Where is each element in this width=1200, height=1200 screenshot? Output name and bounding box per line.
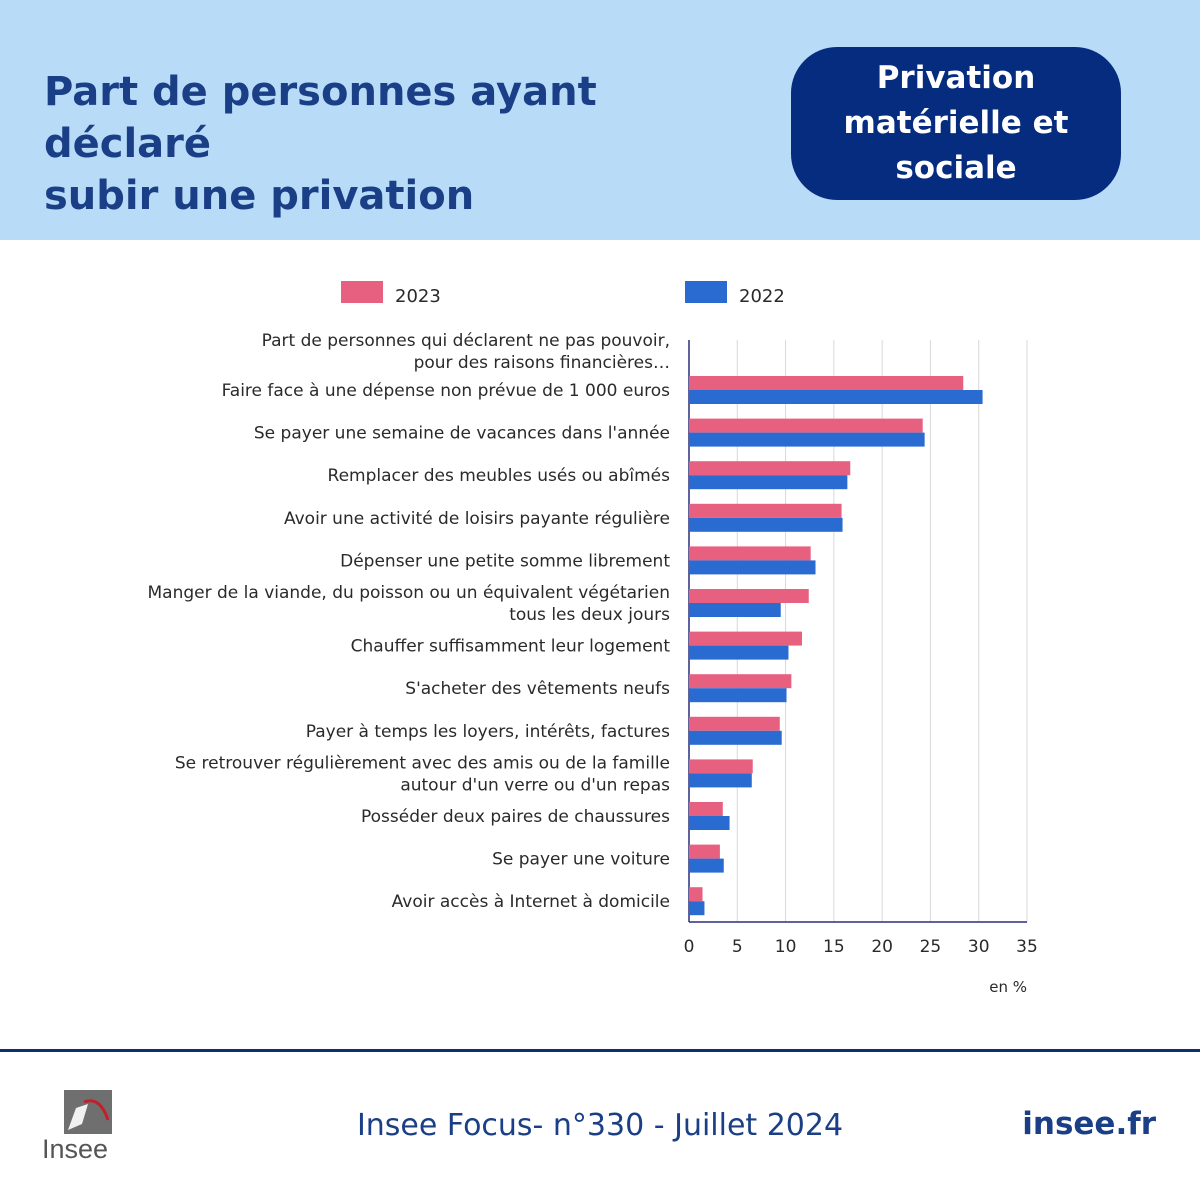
bar-2023-9 [689, 759, 753, 774]
header-banner: Part de personnes ayant déclaré subir un… [0, 0, 1200, 240]
bar-2022-8 [689, 730, 782, 745]
bar-2022-9 [689, 773, 752, 788]
bar-2023-0 [689, 376, 964, 390]
category-label-5-line-1: Manger de la viande, du poisson ou un éq… [148, 583, 671, 603]
category-label-2: Remplacer des meubles usés ou abîmés [328, 466, 671, 486]
bar-2022-1 [689, 432, 925, 447]
chart-header-label-line-1: Part de personnes qui déclarent ne pas p… [262, 331, 670, 351]
insee-logo[interactable]: Insee [42, 1090, 114, 1164]
page-title: Part de personnes ayant déclaré subir un… [44, 66, 744, 222]
bar-2022-7 [689, 688, 787, 703]
bar-2023-4 [689, 546, 811, 561]
legend-swatch-2023 [341, 281, 383, 303]
category-label-0: Faire face à une dépense non prévue de 1… [222, 381, 671, 401]
topic-badge-line-3: sociale [895, 150, 1017, 186]
publication-reference: Insee Focus- n°330 - Juillet 2024 [356, 1108, 844, 1143]
bar-2023-1 [689, 418, 923, 433]
bar-2022-2 [689, 475, 848, 490]
bar-chart: 0 5 10 15 20 25 30 35 en % 2023 2022 Part de person… [148, 281, 1038, 996]
category-label-3: Avoir une activité de loisirs payante ré… [284, 509, 670, 529]
category-label-5-line-2: tous les deux jours [509, 605, 670, 625]
category-label-9-line-1: Se retrouver régulièrement avec des amis… [175, 753, 670, 773]
bar-2022-6 [689, 645, 789, 660]
topic-badge-line-2: matérielle et [843, 105, 1069, 141]
category-label-9-line-2: autour d'un verre ou d'un repas [400, 775, 670, 795]
x-tick-label-5: 25 [920, 937, 942, 957]
insee-logo-text: Insee [42, 1134, 109, 1164]
bar-2023-10 [689, 802, 723, 816]
category-label-4: Dépenser une petite somme librement [340, 551, 670, 571]
bar-2022-4 [689, 560, 816, 575]
bar-2023-7 [689, 674, 792, 689]
category-label-8: Payer à temps les loyers, intérêts, fact… [306, 722, 670, 742]
x-tick-label-1: 5 [732, 937, 743, 957]
bar-2022-10 [689, 816, 730, 830]
site-link[interactable]: insee.fr [1022, 1106, 1156, 1142]
page-title-line-1: Part de personnes ayant déclaré [44, 69, 597, 167]
legend-label-2023: 2023 [395, 286, 441, 307]
x-tick-label-2: 10 [775, 937, 797, 957]
x-tick-label-6: 30 [968, 937, 990, 957]
bar-2023-3 [689, 503, 842, 518]
bar-2023-5 [689, 589, 809, 603]
bar-2022-5 [689, 603, 781, 617]
bar-2022-3 [689, 517, 843, 532]
category-label-1: Se payer une semaine de vacances dans l'… [254, 424, 670, 444]
category-label-11: Se payer une voiture [492, 850, 670, 870]
topic-badge: Privation matérielle et sociale [791, 47, 1121, 200]
bar-2022-0 [689, 390, 983, 404]
category-label-10: Posséder deux paires de chaussures [361, 807, 670, 827]
category-label-6: Chauffer suffisamment leur logement [351, 637, 671, 657]
x-tick-label-3: 15 [823, 937, 845, 957]
topic-badge-line-1: Privation [876, 60, 1036, 96]
bar-2022-12 [689, 901, 705, 916]
x-tick-label-7: 35 [1016, 937, 1038, 957]
insee-logo-icon [64, 1090, 112, 1134]
bar-2023-12 [689, 887, 703, 902]
category-label-7: S'acheter des vêtements neufs [405, 679, 670, 699]
chart-header-label-line-2: pour des raisons financières… [414, 353, 670, 373]
x-tick-label-0: 0 [684, 937, 695, 957]
legend-label-2022: 2022 [739, 286, 785, 307]
unit-label: en % [989, 978, 1027, 996]
bar-2023-6 [689, 631, 802, 646]
bar-2023-8 [689, 716, 780, 731]
bar-2022-11 [689, 858, 724, 873]
bar-2023-11 [689, 844, 720, 859]
bar-2023-2 [689, 461, 851, 476]
legend-swatch-2022 [685, 281, 727, 303]
x-tick-label-4: 20 [871, 937, 893, 957]
footer-divider [0, 1049, 1200, 1052]
category-label-12: Avoir accès à Internet à domicile [392, 892, 670, 912]
page-title-line-2: subir une privation [44, 173, 475, 219]
